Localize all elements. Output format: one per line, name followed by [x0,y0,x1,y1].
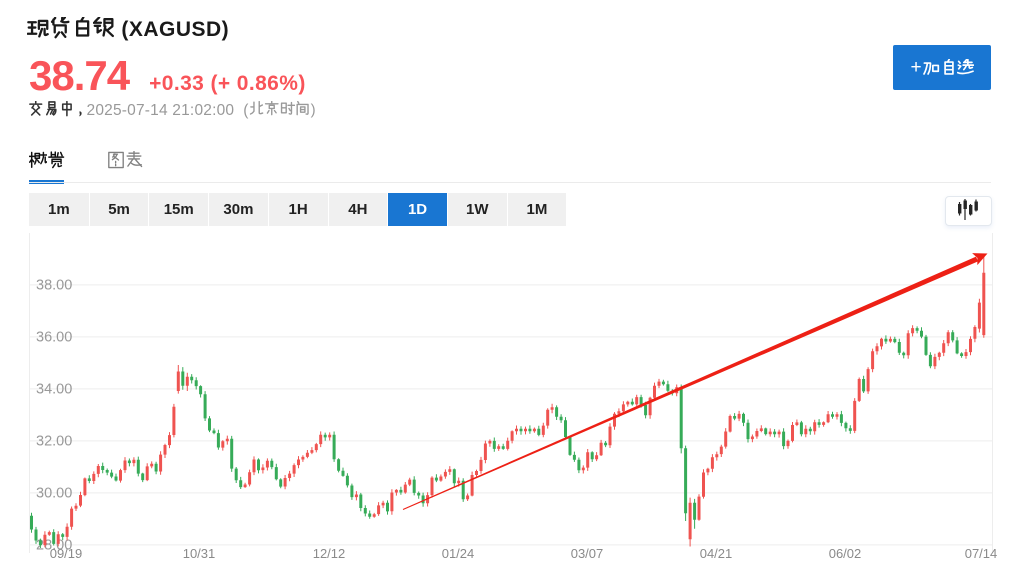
svg-text:38.00: 38.00 [36,277,72,293]
svg-text:32.00: 32.00 [36,433,72,449]
svg-text:10/31: 10/31 [183,546,216,561]
svg-text:12/12: 12/12 [313,546,346,561]
svg-text:30.00: 30.00 [36,485,72,501]
svg-text:06/02: 06/02 [829,546,862,561]
svg-text:07/14: 07/14 [965,546,998,561]
svg-text:34.00: 34.00 [36,381,72,397]
svg-text:09/19: 09/19 [50,546,83,561]
svg-text:04/21: 04/21 [700,546,733,561]
svg-text:03/07: 03/07 [571,546,604,561]
svg-text:36.00: 36.00 [36,329,72,345]
svg-text:01/24: 01/24 [442,546,475,561]
